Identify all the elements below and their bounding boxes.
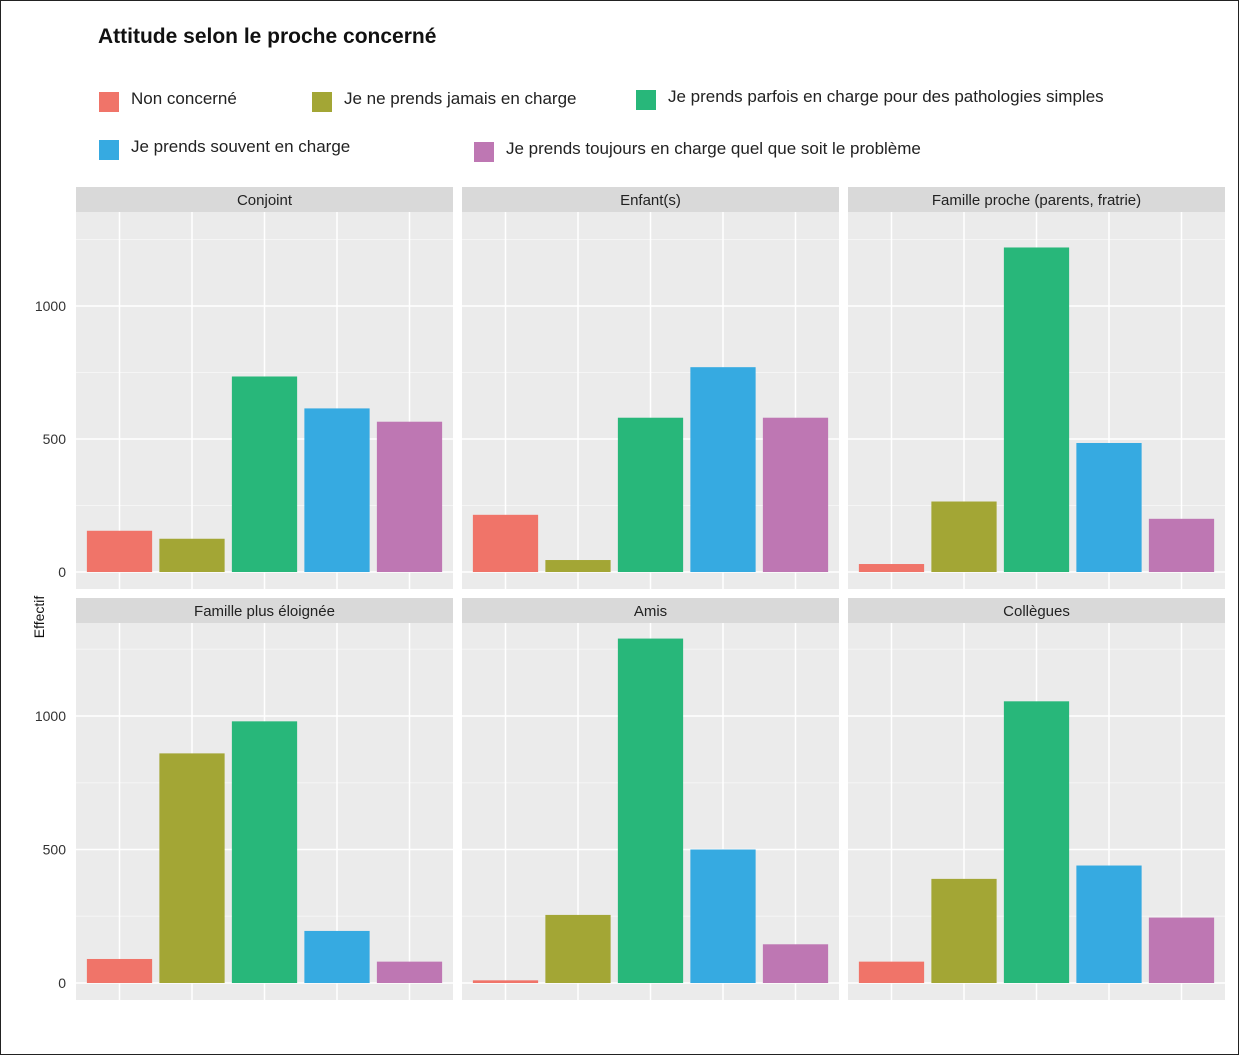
legend-label: Non concerné [131, 89, 237, 108]
bar [1076, 865, 1142, 983]
facet-strip [462, 598, 839, 623]
bar [690, 367, 756, 572]
legend-swatch [636, 90, 656, 110]
legend-item: Je prends souvent en charge [99, 137, 350, 160]
facet-strip [462, 187, 839, 212]
bar [159, 538, 225, 572]
bar [858, 564, 925, 572]
legend-item: Je prends toujours en charge quel que so… [474, 139, 921, 162]
facet-strip [848, 187, 1225, 212]
legend-label: Je prends souvent en charge [131, 137, 351, 156]
bar [231, 721, 298, 983]
legend-label: Je prends toujours en charge quel que so… [506, 139, 921, 158]
bar [304, 930, 370, 983]
facet-strip [848, 598, 1225, 623]
bar [304, 408, 370, 572]
bar [1003, 247, 1070, 573]
y-tick-label: 1000 [35, 298, 66, 314]
y-axis-label: Effectif [31, 596, 47, 639]
y-tick-label: 500 [43, 842, 67, 858]
facet-strip-label: Amis [634, 603, 667, 620]
bar [472, 514, 539, 572]
legend-item: Je prends parfois en charge pour des pat… [636, 87, 1104, 110]
y-tick-label: 1000 [35, 708, 66, 724]
bar [1076, 442, 1142, 572]
bar [86, 530, 153, 572]
bar [858, 961, 925, 983]
bar [762, 944, 829, 983]
facet-strip-label: Collègues [1003, 603, 1070, 620]
bar [376, 961, 443, 983]
bar [931, 878, 997, 983]
bar [545, 914, 611, 983]
bar [376, 421, 443, 572]
facet-strip-label: Famille plus éloignée [194, 603, 335, 620]
bar [1148, 518, 1215, 572]
bar [1003, 701, 1070, 983]
facet-strip-label: Conjoint [237, 192, 293, 209]
bar [231, 376, 298, 572]
bar [931, 501, 997, 572]
y-tick-label: 0 [58, 564, 66, 580]
y-tick-label: 500 [43, 431, 67, 447]
bar [472, 980, 539, 983]
y-tick-label: 0 [58, 975, 66, 991]
legend-swatch [99, 140, 119, 160]
chart-title: Attitude selon le proche concerné [98, 25, 437, 48]
bar [1148, 917, 1215, 983]
facet-strip [76, 187, 453, 212]
facet-strip [76, 598, 453, 623]
bar [762, 417, 829, 572]
legend-item: Non concerné [99, 89, 237, 112]
bar [617, 638, 684, 983]
bar [690, 849, 756, 983]
bar [545, 560, 611, 572]
facet-strip-label: Enfant(s) [620, 192, 681, 209]
legend-label: Je ne prends jamais en charge [344, 89, 577, 108]
legend-swatch [99, 92, 119, 112]
bar [86, 958, 153, 983]
bar [159, 753, 225, 983]
legend-item: Je ne prends jamais en charge [312, 89, 576, 112]
legend-swatch [474, 142, 494, 162]
legend-label: Je prends parfois en charge pour des pat… [668, 87, 1104, 106]
bar [617, 417, 684, 572]
legend-swatch [312, 92, 332, 112]
facet-strip-label: Famille proche (parents, fratrie) [932, 192, 1141, 209]
